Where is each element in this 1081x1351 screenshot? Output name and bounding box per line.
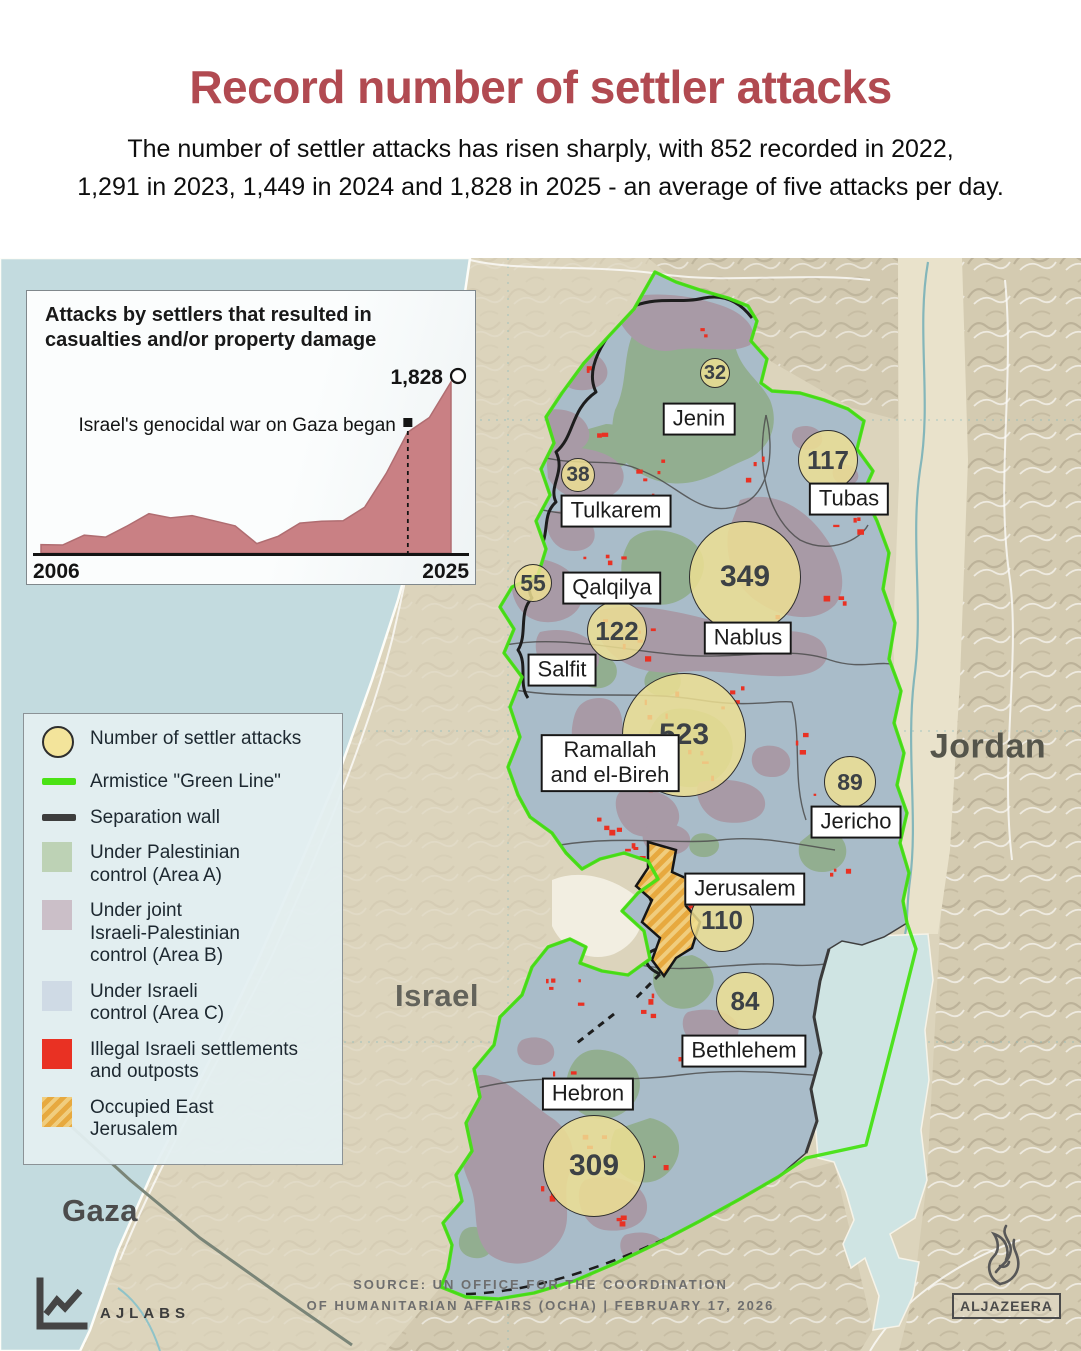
- source-line-1: SOURCE: UN OFFICE FOR THE COORDINATION: [353, 1277, 728, 1292]
- legend-item-5: Under Israeli control (Area C): [42, 980, 330, 1026]
- subtitle-line-2: 1,291 in 2023, 1,449 in 2024 and 1,828 i…: [77, 173, 1004, 201]
- legend-swatch-square-icon: [42, 842, 76, 872]
- wall-south-dashed: [465, 1220, 701, 1296]
- ajlabs-label: AJLABS: [100, 1304, 191, 1322]
- page-subtitle: The number of settler attacks has risen …: [0, 130, 1081, 206]
- aljazeera-label: ALJAZEERA: [952, 1293, 1062, 1319]
- svg-text:2006: 2006: [33, 560, 80, 583]
- jerusalem-corridor: [552, 874, 643, 958]
- legend-label: Armistice "Green Line": [90, 771, 281, 792]
- legend-item-1: Armistice "Green Line": [42, 771, 330, 794]
- legend-item-6: Illegal Israeli settlements and outposts: [42, 1038, 330, 1084]
- header: Record number of settler attacks The num…: [0, 0, 1081, 258]
- legend-item-7: Occupied East Jerusalem: [42, 1096, 330, 1142]
- legend-item-2: Separation wall: [42, 807, 330, 830]
- inset-chart-title: Attacks by settlers that resulted in cas…: [45, 304, 377, 351]
- legend-swatch-hatch-icon: [42, 1096, 76, 1127]
- legend-swatch-square-icon: [42, 980, 76, 1011]
- subtitle-line-1: The number of settler attacks has risen …: [127, 135, 954, 163]
- legend-item-3: Under Palestinian control (Area A): [42, 842, 330, 887]
- wadi-gaza: [117, 1287, 161, 1351]
- legend-label: Illegal Israeli settlements and outposts: [90, 1038, 299, 1083]
- ajlabs-logo: AJLABS: [30, 1276, 190, 1332]
- inset-chart-panel: Attacks by settlers that resulted in cas…: [26, 290, 476, 585]
- dead-sea-shore: [804, 948, 831, 1154]
- chart-annotation: Israel's genocidal war on Gaza began: [79, 415, 396, 436]
- legend-swatch-square-icon: [42, 1038, 76, 1069]
- legend-swatch-line-icon: [42, 771, 76, 785]
- legend-label: Number of settler attacks: [90, 728, 302, 749]
- legend-item-4: Under joint Israeli-Palestinian control …: [42, 900, 330, 968]
- legend-swatch-circle-icon: [42, 726, 76, 758]
- aljazeera-flame-icon: [987, 1224, 1020, 1286]
- legend-label: Under joint Israeli-Palestinian control …: [90, 900, 240, 966]
- legend-swatch-square-icon: [42, 900, 76, 930]
- chart-peak-value: 1,828: [390, 366, 443, 389]
- page-title: Record number of settler attacks: [189, 61, 892, 113]
- legend-label: Separation wall: [90, 806, 220, 828]
- legend-item-0: Number of settler attacks: [42, 726, 330, 758]
- legend-label: Under Israeli control (Area C): [90, 980, 225, 1025]
- aljazeera-logo: ALJAZEERA: [952, 1222, 1062, 1319]
- map-legend: Number of settler attacks Armistice "Gree…: [23, 713, 343, 1165]
- ajlabs-icon: [36, 1277, 88, 1330]
- legend-items: Number of settler attacks Armistice "Gree…: [42, 726, 330, 1142]
- attacks-area-chart: Israel's genocidal war on Gaza began 2006…: [33, 366, 469, 583]
- legend-label: Occupied East Jerusalem: [90, 1096, 214, 1141]
- svg-text:2025: 2025: [422, 560, 469, 583]
- jordan-river: [903, 261, 930, 935]
- east-jerusalem-area: [634, 840, 702, 979]
- legend-label: Under Palestinian control (Area A): [90, 842, 240, 886]
- legend-swatch-line-icon: [42, 807, 76, 821]
- source-line-2: OF HUMANITARIAN AFFAIRS (OCHA) | FEBRUAR…: [306, 1298, 775, 1313]
